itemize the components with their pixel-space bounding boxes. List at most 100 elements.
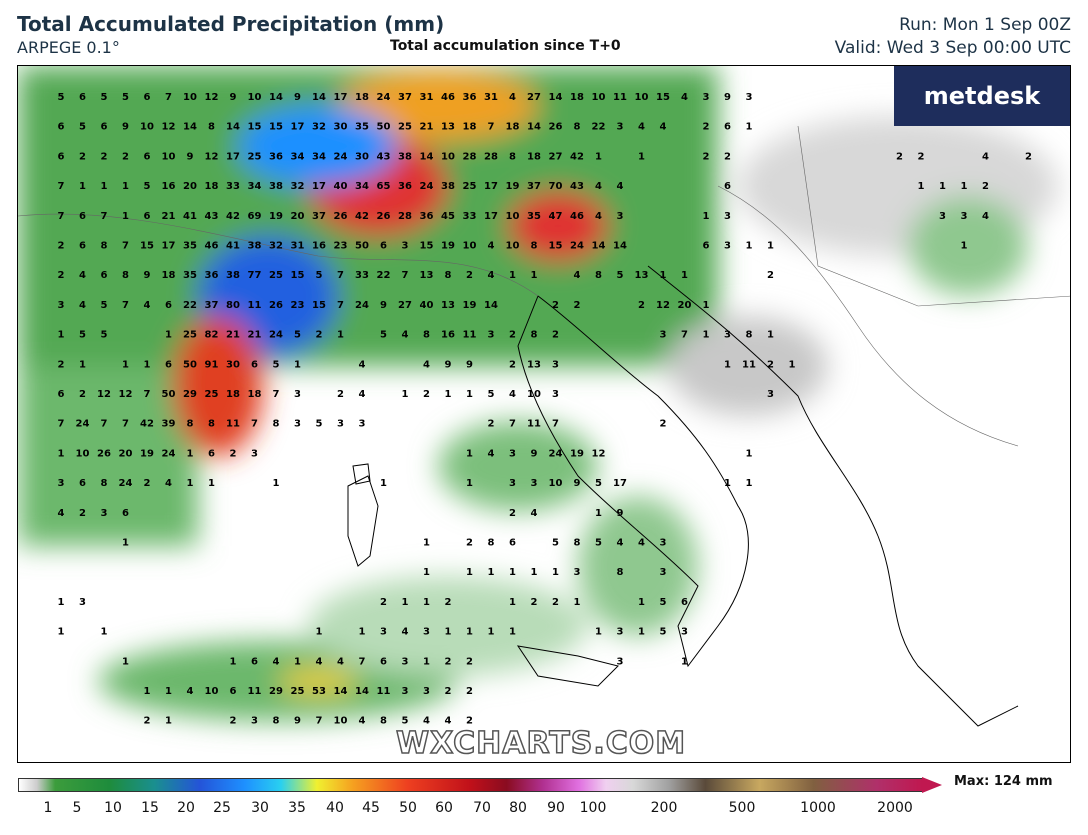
grid-value: 46: [570, 211, 584, 222]
grid-value: 4: [273, 656, 280, 667]
grid-value: 3: [939, 211, 946, 222]
grid-value: 20: [291, 211, 305, 222]
grid-value: 5: [402, 716, 409, 727]
grid-value: 2: [144, 716, 151, 727]
grid-value: 3: [58, 478, 65, 489]
grid-value: 3: [488, 330, 495, 341]
grid-value: 1: [144, 686, 151, 697]
grid-value: 33: [463, 211, 477, 222]
grid-value: 18: [205, 181, 219, 192]
grid-value: 31: [291, 241, 305, 252]
grid-value: 9: [380, 300, 387, 311]
grid-value: 28: [484, 151, 498, 162]
grid-value: 4: [402, 330, 409, 341]
grid-value: 6: [380, 241, 387, 252]
grid-value: 30: [226, 359, 240, 370]
grid-value: 23: [334, 241, 348, 252]
grid-value: 1: [187, 448, 194, 459]
grid-value: 4: [681, 92, 688, 103]
grid-value: 2: [230, 716, 237, 727]
grid-value: 3: [617, 627, 624, 638]
grid-value: 14: [226, 122, 240, 133]
grid-value: 50: [162, 389, 176, 400]
grid-value: 25: [269, 270, 283, 281]
grid-value: 9: [294, 716, 301, 727]
grid-value: 3: [724, 330, 731, 341]
grid-value: 45: [441, 211, 455, 222]
grid-value: 5: [595, 478, 602, 489]
grid-value: 1: [294, 359, 301, 370]
grid-value: 1: [681, 270, 688, 281]
grid-value: 1: [122, 211, 129, 222]
grid-value: 3: [402, 241, 409, 252]
grid-value: 53: [312, 686, 326, 697]
grid-value: 6: [79, 211, 86, 222]
grid-value: 38: [441, 181, 455, 192]
grid-value: 4: [79, 300, 86, 311]
grid-value: 9: [122, 122, 129, 133]
grid-value: 8: [595, 270, 602, 281]
grid-value: 18: [527, 151, 541, 162]
grid-value: 14: [355, 686, 369, 697]
grid-value: 1: [746, 122, 753, 133]
grid-value: 5: [660, 627, 667, 638]
grid-value: 15: [248, 122, 262, 133]
grid-value: 4: [595, 211, 602, 222]
grid-value: 10: [76, 448, 90, 459]
grid-value: 14: [527, 122, 541, 133]
grid-value: 37: [527, 181, 541, 192]
grid-value: 11: [527, 419, 541, 430]
grid-value: 6: [724, 181, 731, 192]
grid-value: 11: [613, 92, 627, 103]
grid-value: 1: [724, 359, 731, 370]
grid-value: 5: [595, 538, 602, 549]
grid-value: 2: [703, 122, 710, 133]
grid-value: 1: [466, 448, 473, 459]
grid-value: 10: [592, 92, 606, 103]
colorbar-tip: [922, 777, 942, 793]
grid-value: 8: [101, 241, 108, 252]
grid-value: 43: [570, 181, 584, 192]
grid-value: 4: [488, 241, 495, 252]
grid-value: 20: [678, 300, 692, 311]
grid-value: 5: [380, 330, 387, 341]
grid-value: 2: [574, 300, 581, 311]
grid-value: 1: [402, 597, 409, 608]
grid-value: 8: [445, 270, 452, 281]
grid-value: 17: [484, 211, 498, 222]
grid-value: 4: [359, 359, 366, 370]
grid-value: 10: [334, 716, 348, 727]
grid-value: 6: [509, 538, 516, 549]
grid-value: 2: [552, 597, 559, 608]
grid-value: 25: [398, 122, 412, 133]
grid-value: 2: [79, 508, 86, 519]
grid-value: 13: [441, 122, 455, 133]
grid-value: 7: [681, 330, 688, 341]
grid-value: 10: [248, 92, 262, 103]
grid-value: 2: [79, 151, 86, 162]
grid-value: 15: [269, 122, 283, 133]
grid-value: 38: [226, 270, 240, 281]
grid-value: 5: [144, 181, 151, 192]
grid-value: 21: [420, 122, 434, 133]
grid-value: 3: [617, 656, 624, 667]
grid-value: 6: [144, 151, 151, 162]
grid-value: 38: [398, 151, 412, 162]
grid-value: 5: [101, 92, 108, 103]
grid-value: 8: [746, 330, 753, 341]
grid-value: 36: [205, 270, 219, 281]
grid-value: 9: [187, 151, 194, 162]
colorbar-label: 70: [473, 800, 491, 816]
grid-value: 8: [273, 419, 280, 430]
grid-value: 4: [531, 508, 538, 519]
grid-value: 17: [226, 151, 240, 162]
grid-value: 46: [205, 241, 219, 252]
grid-value: 2: [101, 151, 108, 162]
grid-value: 31: [484, 92, 498, 103]
grid-value: 2: [230, 448, 237, 459]
grid-value: 1: [746, 448, 753, 459]
grid-value: 1: [703, 300, 710, 311]
grid-value: 5: [316, 270, 323, 281]
grid-value: 24: [355, 300, 369, 311]
